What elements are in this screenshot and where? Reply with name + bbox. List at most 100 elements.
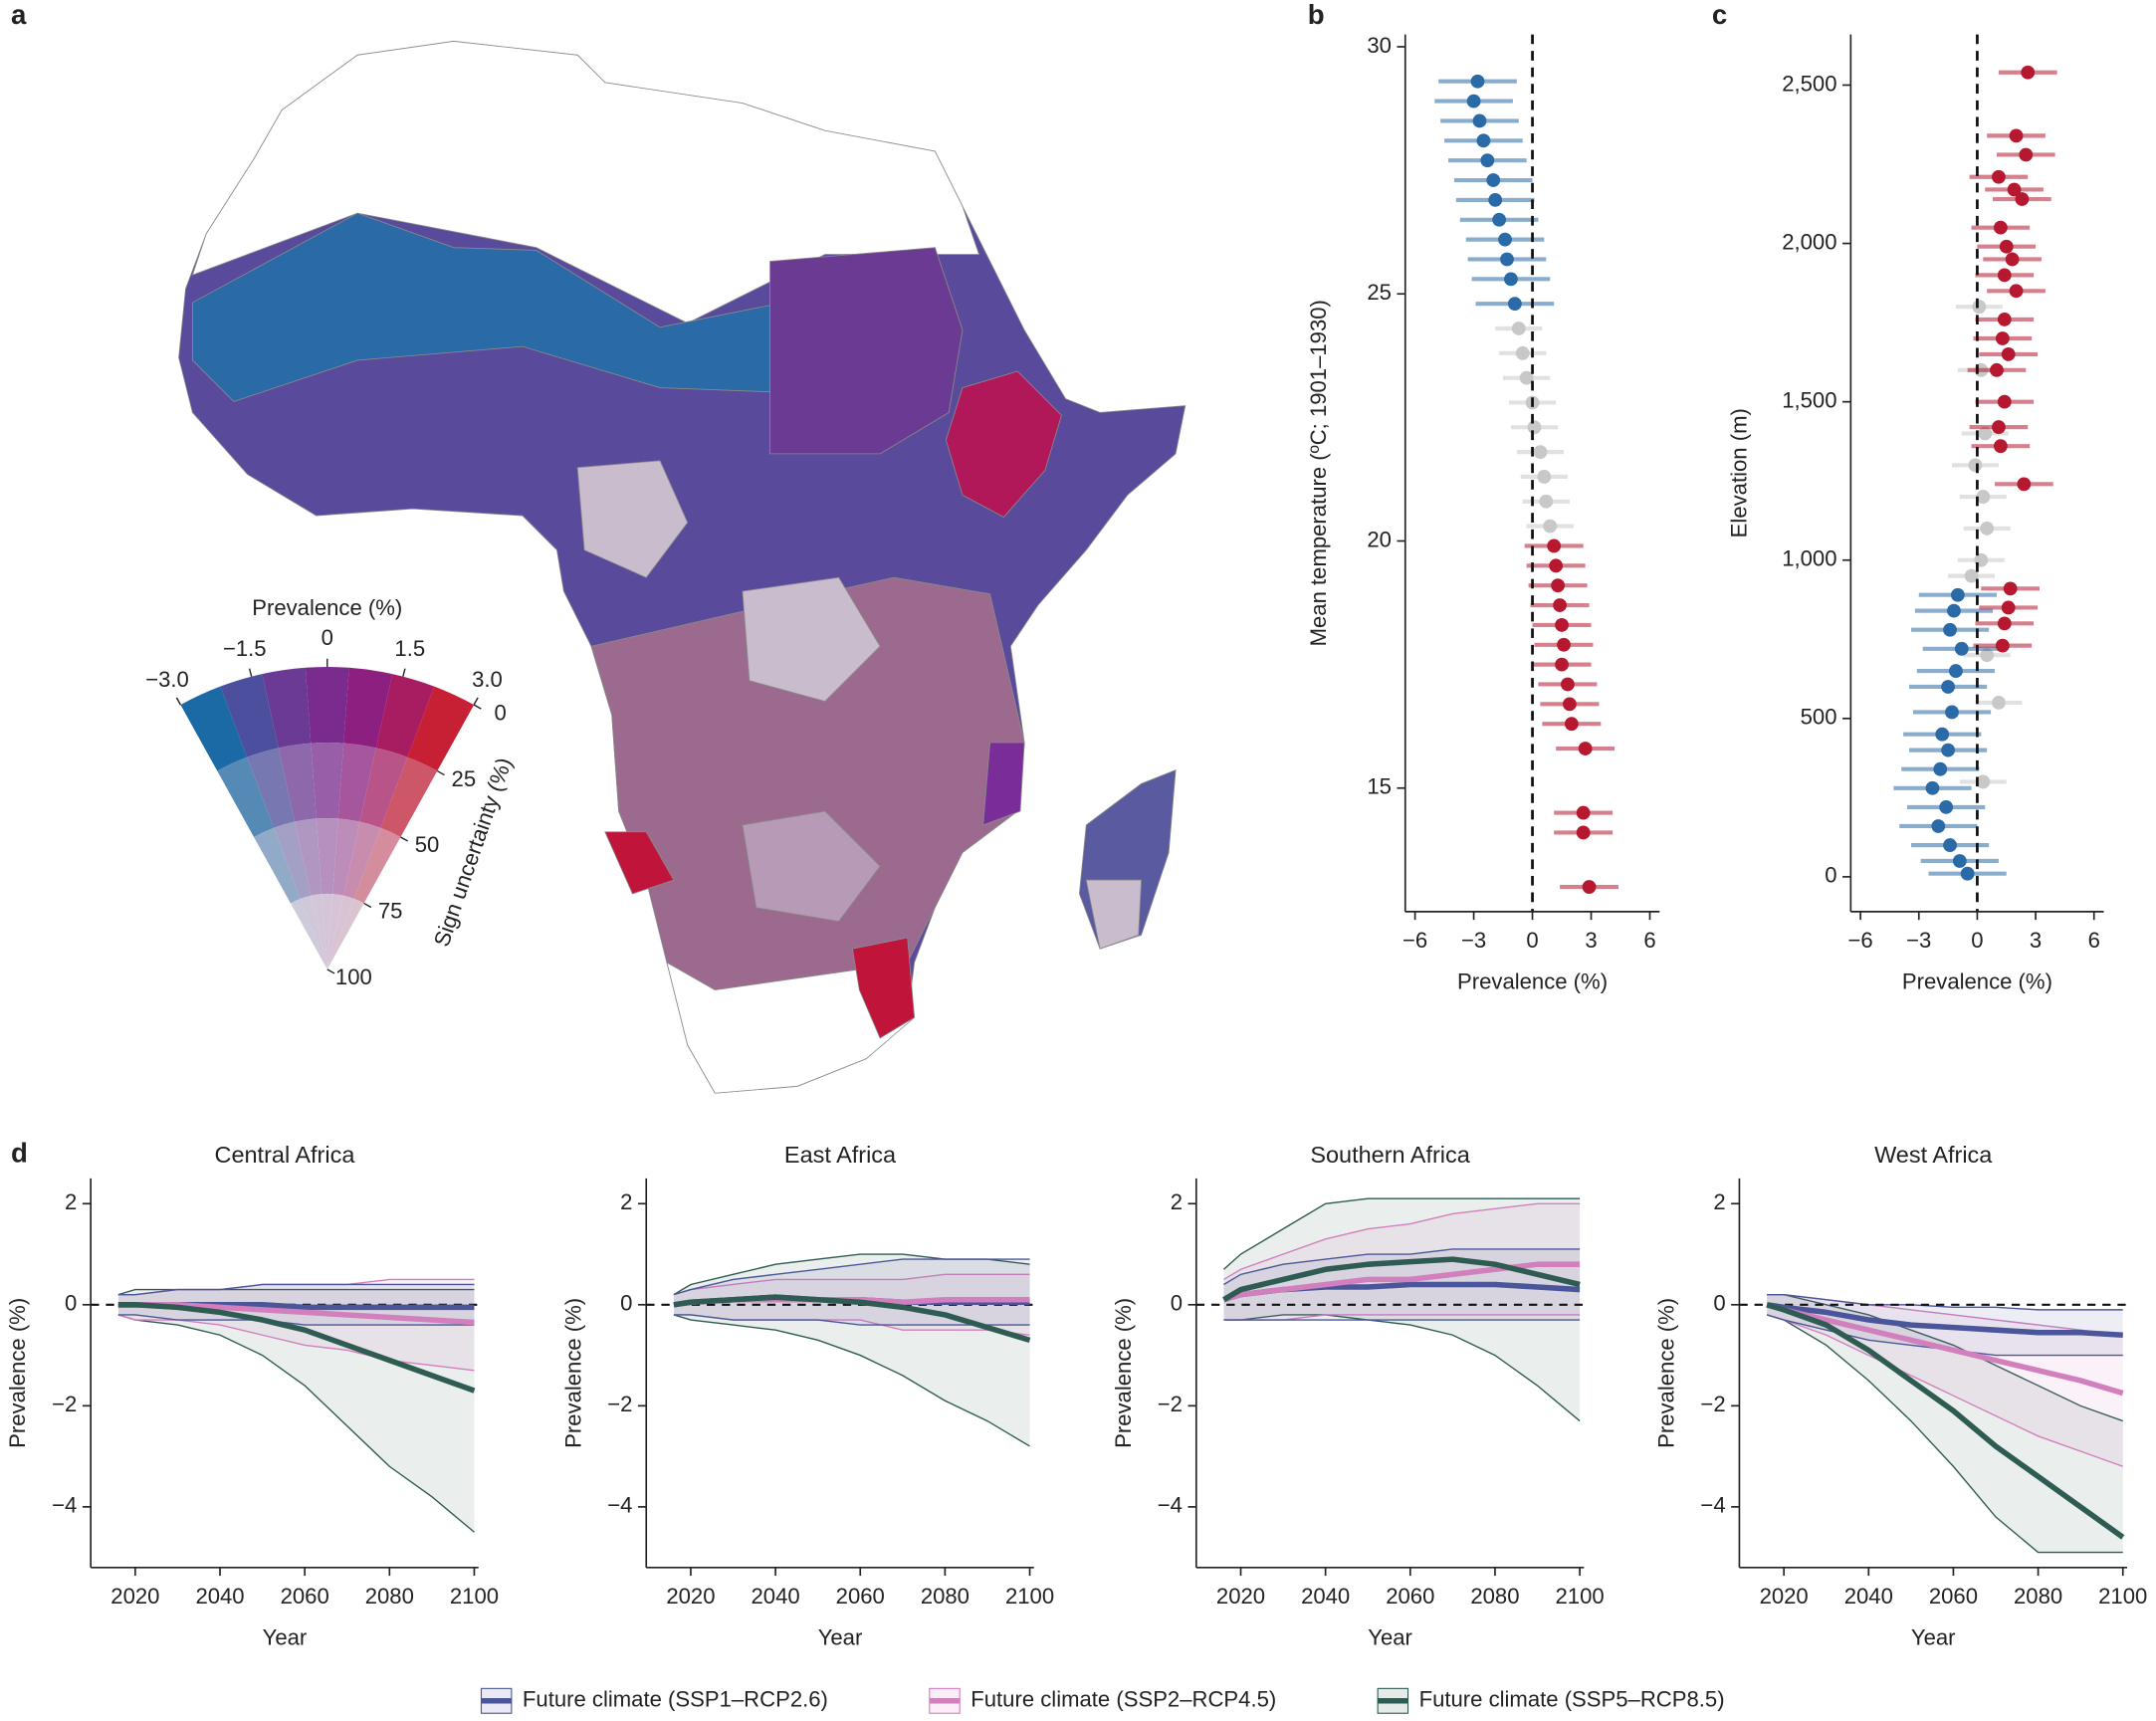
point: [2021, 65, 2036, 80]
point: [1555, 657, 1569, 672]
point: [1547, 538, 1562, 553]
legend-cell: [332, 818, 360, 896]
point: [1992, 169, 2006, 184]
mean-line: [1766, 1302, 2125, 1540]
chart-title: East Africa: [784, 1142, 897, 1168]
x-tick-label: 2080: [921, 1584, 970, 1609]
x-tick-label: 2100: [1005, 1584, 1054, 1609]
range-lower: [1766, 1314, 2123, 1467]
y-tick-label: −4: [1700, 1493, 1725, 1518]
point: [1555, 618, 1569, 632]
legend-tick-label: 50: [415, 832, 440, 857]
legend-tick-label: 3.0: [472, 667, 503, 692]
legend-cell: [375, 674, 435, 757]
y-tick-label: 2,500: [1782, 71, 1836, 96]
legend-label: Future climate (SSP5–RCP8.5): [1419, 1687, 1725, 1712]
legend-tick: [175, 697, 182, 706]
y-axis-label: Prevalence (%): [5, 1298, 30, 1448]
point: [1939, 799, 1954, 814]
x-tick-label: −6: [1848, 928, 1873, 953]
chart-title: West Africa: [1874, 1142, 1993, 1168]
legend-tick-label: 1.5: [394, 636, 425, 661]
point: [2007, 182, 2022, 197]
point: [1472, 113, 1487, 128]
x-tick-label: 2040: [1844, 1584, 1893, 1609]
point: [1945, 705, 1959, 720]
legend-cell: [337, 743, 376, 822]
y-tick-label: −2: [1700, 1392, 1725, 1416]
map-region: [851, 937, 916, 1039]
point: [2009, 128, 2024, 143]
point: [2003, 581, 2018, 596]
point: [1990, 362, 2004, 377]
x-tick-label: 2020: [666, 1584, 715, 1609]
x-tick-label: 3: [2030, 928, 2042, 953]
x-tick-label: 2080: [365, 1584, 414, 1609]
range-lower: [117, 1314, 475, 1372]
point: [1527, 420, 1542, 435]
map-region: [1085, 879, 1142, 950]
point: [1935, 727, 1950, 742]
legend-cell: [359, 748, 408, 828]
legend-cell: [326, 898, 364, 969]
range-upper: [673, 1273, 1030, 1296]
range-upper: [673, 1258, 1030, 1296]
x-tick-label: −3: [1461, 928, 1486, 953]
x-tick-label: 2060: [1929, 1584, 1978, 1609]
mean-line: [117, 1302, 476, 1394]
point: [1952, 854, 1967, 868]
point: [1533, 445, 1548, 460]
point: [1995, 331, 2010, 345]
map-region: [666, 962, 916, 1094]
map-region: [742, 576, 881, 702]
y-tick-label: 20: [1367, 527, 1392, 551]
map-region: [604, 831, 675, 895]
point: [2005, 252, 2020, 267]
legend-cell: [295, 818, 323, 896]
panel-label: c: [1712, 0, 1727, 30]
chart-title: Southern Africa: [1310, 1142, 1470, 1168]
point: [1507, 297, 1522, 312]
legend-cell: [278, 743, 317, 822]
range-band: [1767, 1294, 2123, 1553]
legend-tick-label: −3.0: [145, 667, 189, 692]
x-tick-label: 2020: [110, 1584, 159, 1609]
point: [1492, 212, 1507, 227]
y-tick-label: 0: [1171, 1291, 1183, 1316]
point: [1931, 819, 1946, 833]
x-tick-label: 2100: [2098, 1584, 2147, 1609]
point: [1972, 300, 1987, 315]
y-tick-label: 2: [1171, 1189, 1183, 1214]
x-tick-label: 2080: [2014, 1584, 2062, 1609]
point: [1562, 697, 1577, 712]
point: [1557, 637, 1571, 652]
legend-cell: [274, 821, 312, 899]
point: [2017, 477, 2032, 492]
y-tick-label: 0: [620, 1291, 632, 1316]
legend-tick: [402, 668, 406, 677]
point: [1925, 780, 1940, 795]
legend-cell: [180, 686, 248, 771]
africa-map: [178, 41, 1186, 1094]
x-tick-label: 2040: [195, 1584, 244, 1609]
legend-tick: [473, 704, 482, 710]
point: [1578, 742, 1593, 755]
legend-tick: [473, 697, 479, 706]
point: [1978, 426, 1993, 441]
range-band: [673, 1259, 1030, 1326]
x-tick-label: 2100: [450, 1584, 499, 1609]
point: [1995, 638, 2010, 653]
y-tick-label: −4: [52, 1493, 77, 1518]
y-tick-label: 2: [65, 1189, 77, 1214]
mean-line: [1222, 1256, 1581, 1303]
point: [1486, 173, 1501, 187]
legend-cell: [407, 686, 475, 771]
point: [1553, 598, 1567, 612]
range-upper: [117, 1283, 475, 1296]
legend-cell: [353, 827, 401, 904]
point: [2015, 192, 2030, 206]
y-tick-label: −2: [1158, 1392, 1183, 1416]
y-axis-label: Elevation (m): [1727, 408, 1752, 538]
y-tick-label: 1,500: [1782, 387, 1836, 412]
range-lower: [673, 1314, 1030, 1326]
